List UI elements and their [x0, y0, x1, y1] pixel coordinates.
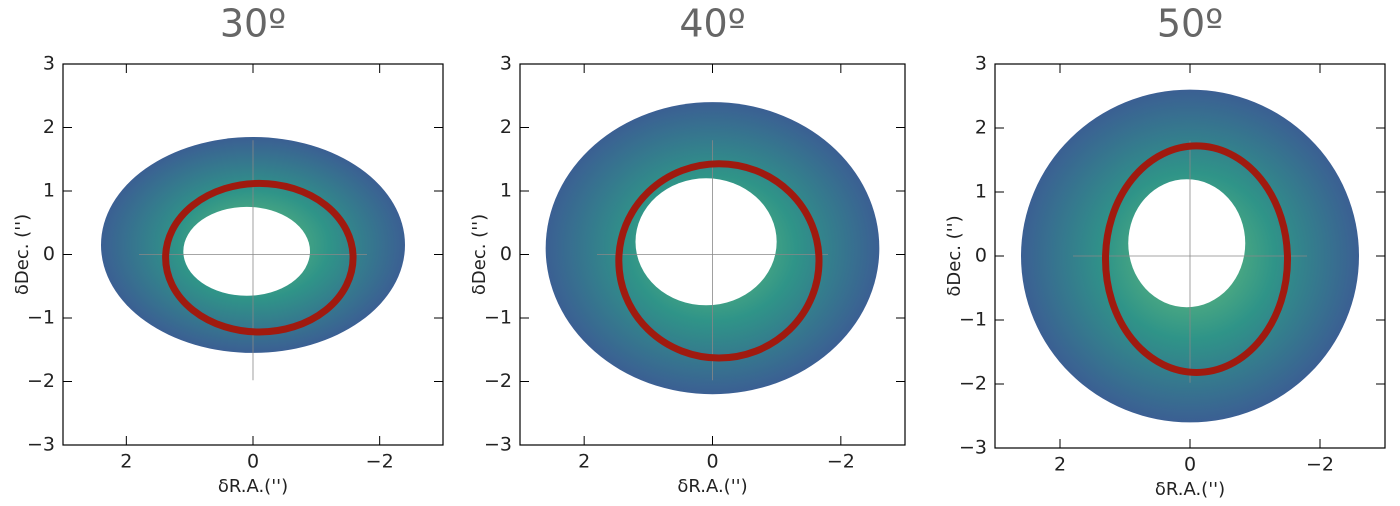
emission-hole [183, 206, 310, 296]
x-tick-label: 2 [1054, 454, 1066, 476]
plot-area [101, 137, 405, 381]
x-tick-label: 0 [1184, 454, 1196, 476]
x-tick-label: −2 [1306, 454, 1334, 476]
y-tick-label: −2 [959, 373, 987, 395]
x-tick-label: 2 [578, 451, 590, 473]
x-tick-label: 2 [120, 451, 132, 473]
y-tick-label: 3 [43, 53, 55, 75]
x-axis-label: δR.A.('') [677, 476, 747, 497]
y-tick-label: 0 [43, 243, 55, 265]
plot-area [1021, 89, 1359, 423]
x-axis-label: δR.A.('') [1155, 479, 1225, 500]
chart-title: 40º [679, 2, 745, 46]
y-axis-label: δDec. ('') [944, 215, 965, 296]
chart-title: 50º [1157, 2, 1223, 46]
x-axis-label: δR.A.('') [218, 476, 288, 497]
y-tick-label: 1 [43, 180, 55, 202]
y-tick-label: −1 [27, 307, 55, 329]
y-tick-label: −1 [959, 309, 987, 331]
y-tick-label: −2 [484, 370, 512, 392]
emission-hole [635, 178, 777, 306]
y-tick-label: 1 [975, 181, 987, 203]
plot-area [545, 102, 880, 395]
y-tick-label: −1 [484, 307, 512, 329]
model-ellipse [615, 160, 823, 362]
y-tick-label: −2 [27, 370, 55, 392]
y-tick-label: 3 [975, 53, 987, 75]
y-tick-label: −3 [959, 437, 987, 459]
x-tick-label: 0 [247, 451, 259, 473]
panel: 2 0 −2 −3 −2 −1 0 1 2 3 δR.A.('') δDec. ('') 50º [944, 2, 1386, 500]
y-tick-label: −3 [484, 434, 512, 456]
panel: 2 0 −2 −3 −2 −1 0 1 2 3 δR.A.('') δDec. ('') 40º [469, 2, 906, 497]
y-tick-label: 0 [500, 243, 512, 265]
y-tick-label: 2 [500, 116, 512, 138]
x-tick-label: −2 [366, 451, 394, 473]
y-tick-label: 2 [975, 117, 987, 139]
y-tick-label: 0 [975, 245, 987, 267]
y-tick-label: −3 [27, 434, 55, 456]
x-tick-label: 0 [706, 451, 718, 473]
y-tick-label: 3 [500, 53, 512, 75]
x-tick-label: −2 [827, 451, 855, 473]
model-ellipse [1102, 142, 1291, 376]
y-tick-label: 2 [43, 116, 55, 138]
model-ellipse [162, 179, 357, 336]
y-axis-label: δDec. ('') [12, 214, 33, 295]
emission-hole [1128, 179, 1246, 308]
panel: 2 0 −2 −3 −2 −1 0 1 2 3 δR.A.('') δDec. ('') 30º [12, 2, 444, 497]
y-axis-label: δDec. ('') [469, 214, 490, 295]
y-tick-label: 1 [500, 180, 512, 202]
chart-title: 30º [220, 2, 286, 46]
